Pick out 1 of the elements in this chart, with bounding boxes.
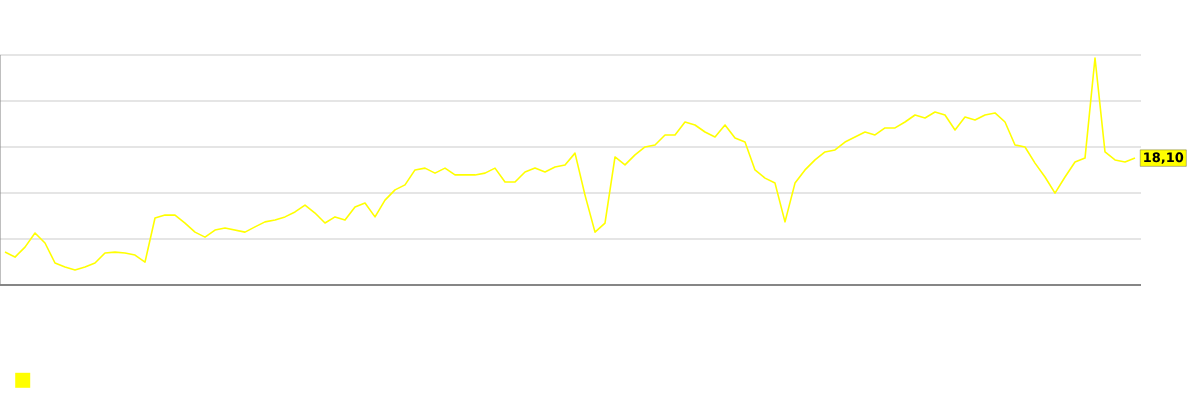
text: 18,10 bbox=[1144, 152, 1184, 164]
